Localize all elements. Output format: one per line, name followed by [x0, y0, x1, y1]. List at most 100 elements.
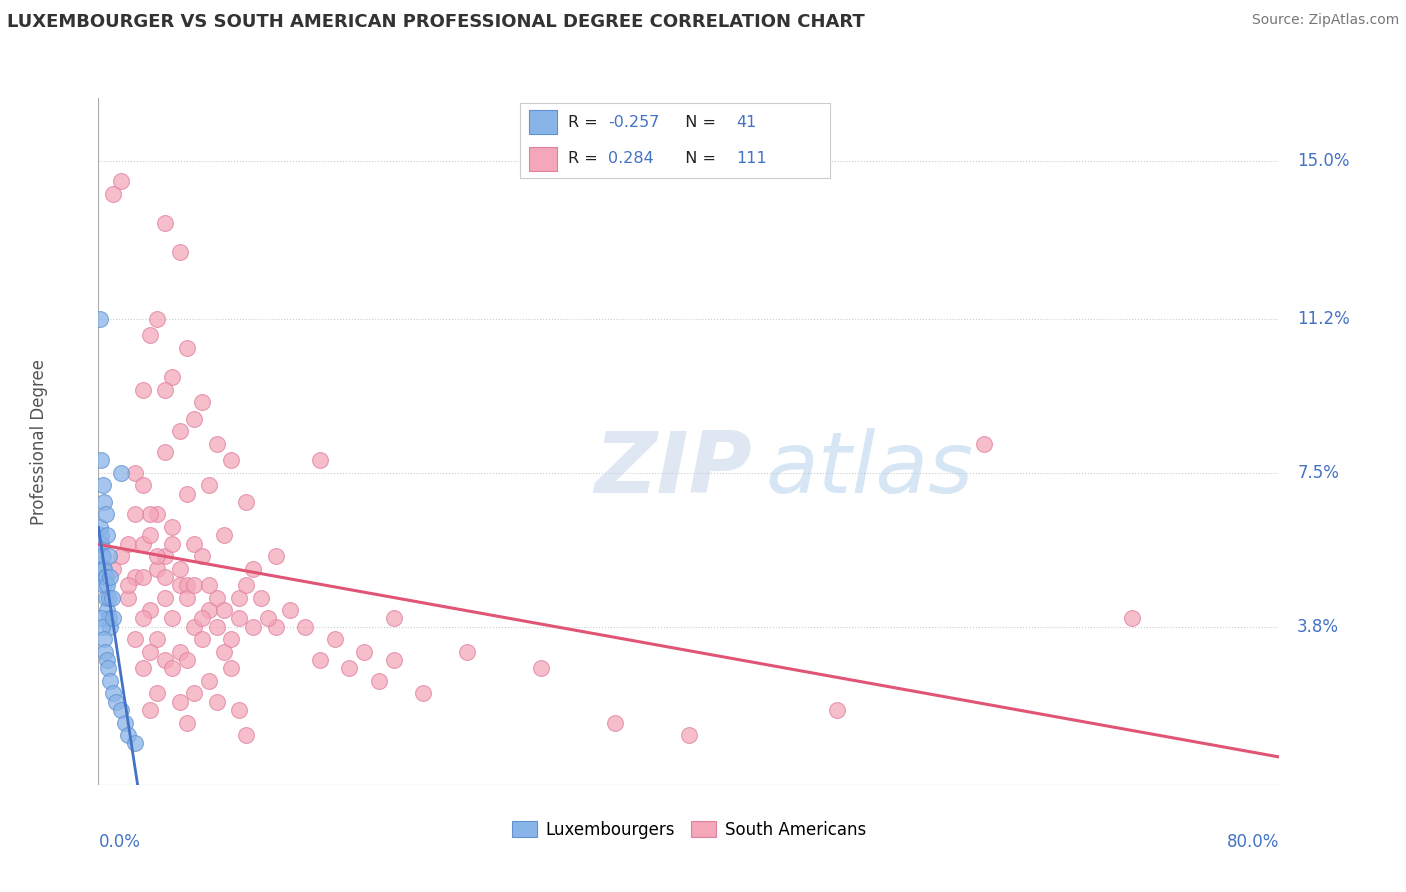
Point — [96, 528, 118, 542]
Point — [97, 611, 120, 625]
Point — [132, 611, 155, 625]
Point — [153, 653, 176, 667]
Point — [132, 383, 155, 397]
Point — [153, 591, 176, 605]
Point — [309, 653, 332, 667]
Point — [205, 591, 228, 605]
Point — [110, 466, 132, 480]
Point — [162, 520, 183, 534]
Point — [198, 673, 221, 688]
Point — [93, 570, 115, 584]
Point — [93, 561, 115, 575]
Point — [176, 653, 198, 667]
Point — [169, 695, 191, 709]
Point — [146, 632, 169, 647]
Point — [146, 549, 169, 563]
Point — [264, 620, 287, 634]
Point — [91, 620, 114, 634]
Point — [93, 495, 115, 509]
Point — [678, 728, 700, 742]
Point — [124, 508, 146, 522]
Point — [212, 645, 235, 659]
Point — [97, 591, 120, 605]
Point — [91, 478, 114, 492]
Point — [89, 311, 111, 326]
Text: N =: N = — [675, 115, 721, 130]
Point — [228, 611, 250, 625]
Point — [169, 578, 191, 592]
Point — [94, 508, 117, 522]
Point — [124, 570, 146, 584]
Point — [132, 478, 155, 492]
Bar — [530, 111, 557, 135]
Text: Source: ZipAtlas.com: Source: ZipAtlas.com — [1251, 13, 1399, 28]
Point — [93, 578, 115, 592]
Point — [339, 661, 361, 675]
Point — [323, 632, 346, 647]
Point — [139, 703, 162, 717]
Point — [368, 673, 391, 688]
Point — [212, 528, 235, 542]
Point — [97, 549, 120, 563]
Point — [91, 549, 114, 563]
Point — [191, 549, 214, 563]
Point — [153, 549, 176, 563]
Point — [103, 186, 125, 201]
Point — [176, 591, 198, 605]
Point — [235, 728, 257, 742]
Point — [94, 570, 117, 584]
Point — [139, 645, 162, 659]
Point — [162, 370, 183, 384]
Point — [250, 591, 273, 605]
Point — [124, 632, 146, 647]
Point — [1121, 611, 1143, 625]
Point — [90, 536, 112, 550]
Text: 0.284: 0.284 — [609, 151, 654, 166]
Point — [257, 611, 280, 625]
Point — [176, 578, 198, 592]
Point — [117, 536, 139, 550]
Point — [89, 520, 111, 534]
Point — [530, 661, 553, 675]
Point — [221, 632, 243, 647]
Point — [94, 645, 117, 659]
Text: R =: R = — [568, 115, 603, 130]
Point — [162, 661, 183, 675]
Point — [228, 591, 250, 605]
Point — [124, 466, 146, 480]
Text: 41: 41 — [737, 115, 756, 130]
Point — [96, 603, 118, 617]
Point — [605, 715, 627, 730]
Point — [183, 620, 205, 634]
Text: 3.8%: 3.8% — [1298, 618, 1339, 636]
Point — [198, 603, 221, 617]
Point — [139, 328, 162, 343]
Point — [221, 661, 243, 675]
Point — [100, 591, 122, 605]
Point — [183, 411, 205, 425]
Point — [235, 578, 257, 592]
Point — [117, 578, 139, 592]
Point — [97, 661, 120, 675]
Point — [191, 632, 214, 647]
Text: atlas: atlas — [766, 427, 974, 510]
Point — [412, 686, 434, 700]
Point — [96, 578, 118, 592]
Point — [98, 570, 121, 584]
Point — [382, 611, 405, 625]
Point — [198, 478, 221, 492]
Point — [90, 528, 112, 542]
Point — [146, 686, 169, 700]
Point — [205, 695, 228, 709]
Point — [221, 453, 243, 467]
Point — [105, 695, 128, 709]
Point — [91, 549, 114, 563]
Point — [294, 620, 316, 634]
Point — [110, 703, 132, 717]
Point — [153, 570, 176, 584]
Point — [117, 728, 139, 742]
Point — [132, 661, 155, 675]
Point — [242, 620, 264, 634]
Point — [176, 715, 198, 730]
Text: N =: N = — [675, 151, 721, 166]
